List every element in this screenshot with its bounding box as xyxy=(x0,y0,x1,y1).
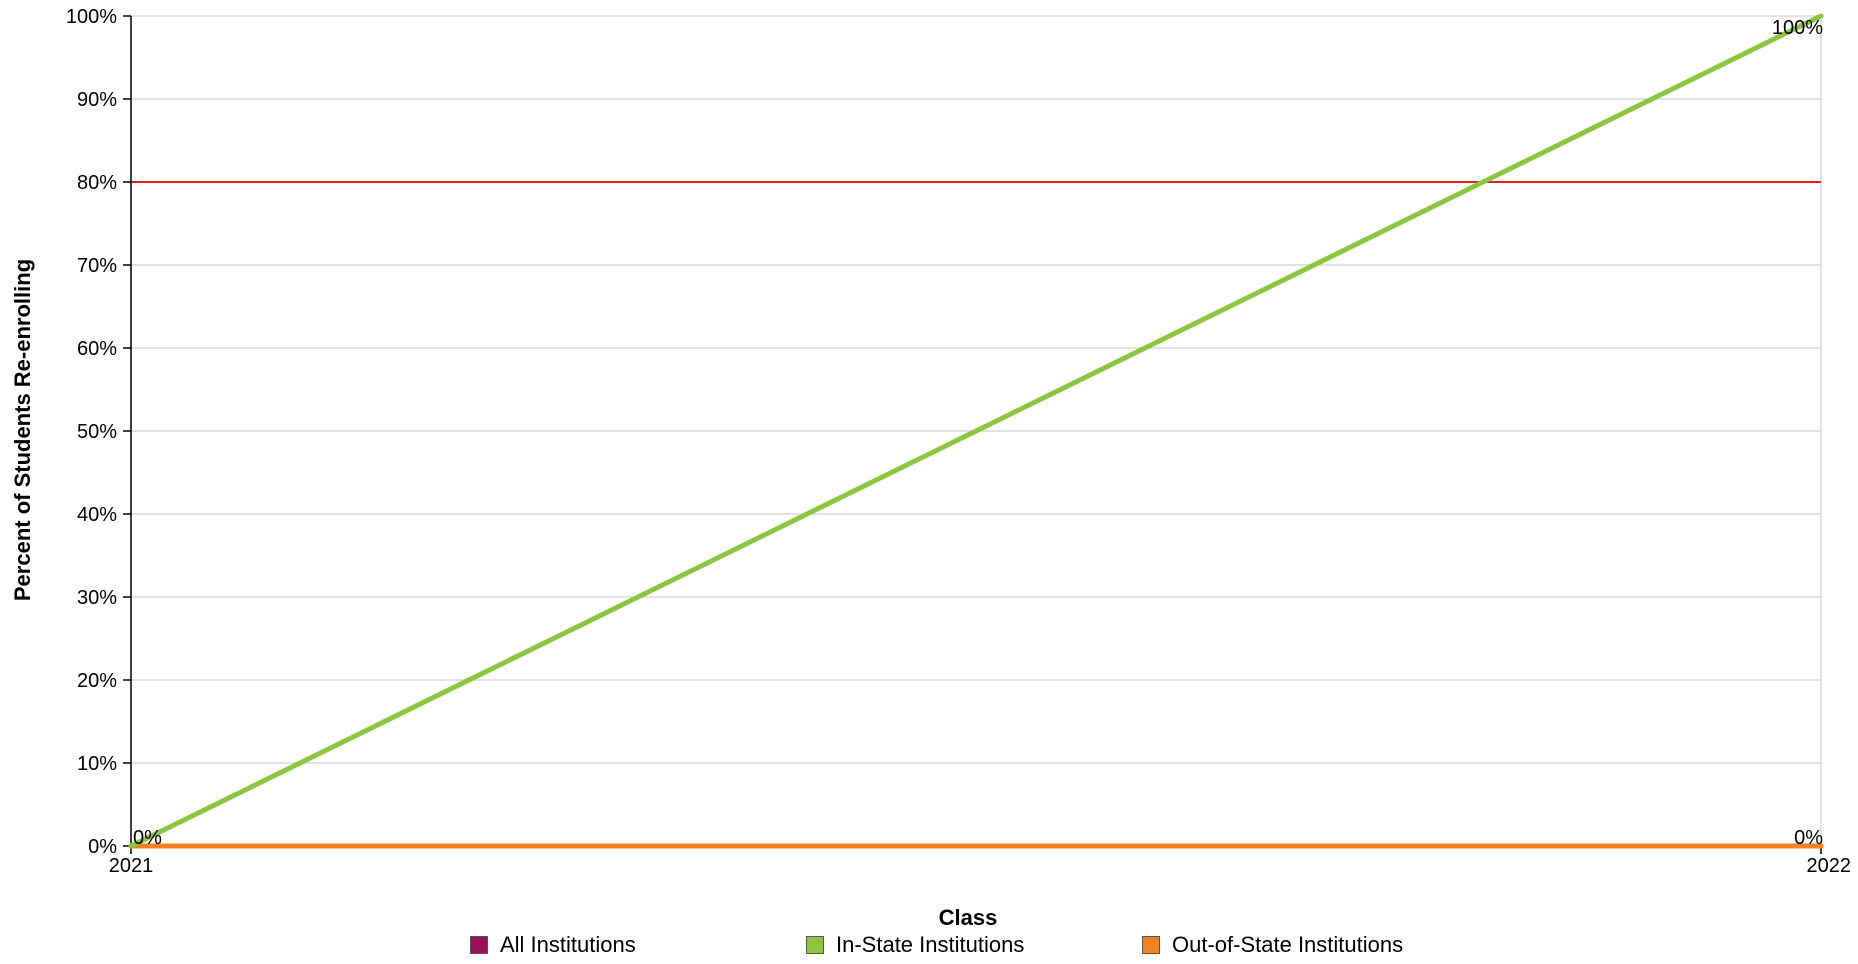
y-tick-label: 90% xyxy=(77,89,117,111)
y-axis-title: Percent of Students Re-enrolling xyxy=(10,259,35,601)
legend-swatch-all-institutions xyxy=(470,936,488,954)
y-tick-label: 0% xyxy=(88,836,117,858)
legend: All Institutions In-State Institutions O… xyxy=(0,932,1858,962)
y-tick-label: 30% xyxy=(77,587,117,609)
legend-label: In-State Institutions xyxy=(836,932,1025,957)
y-tick-label: 70% xyxy=(77,255,117,277)
data-label: 0% xyxy=(133,827,162,849)
series-line-in-state-institutions[interactable] xyxy=(128,13,1824,849)
y-tick-label: 50% xyxy=(77,421,117,443)
legend-label: Out-of-State Institutions xyxy=(1172,932,1404,957)
legend-item-out-of-state-institutions[interactable]: Out-of-State Institutions xyxy=(1142,932,1403,958)
y-tick-label: 40% xyxy=(77,504,117,526)
y-tick-label: 100% xyxy=(66,6,117,28)
legend-item-in-state-institutions[interactable]: In-State Institutions xyxy=(806,932,1024,958)
legend-swatch-out-of-state-institutions xyxy=(1142,936,1160,954)
x-tick-label: 2022 xyxy=(1807,855,1852,877)
y-tick-label: 60% xyxy=(77,338,117,360)
data-labels: 0% 100% 0% xyxy=(133,17,1823,849)
x-axis-title: Class xyxy=(939,905,998,930)
data-label: 0% xyxy=(1794,827,1823,849)
legend-item-all-institutions[interactable]: All Institutions xyxy=(470,932,636,958)
legend-swatch-in-state-institutions xyxy=(806,936,824,954)
series-lines xyxy=(128,13,1824,849)
y-tick-label: 10% xyxy=(77,753,117,775)
legend-label: All Institutions xyxy=(500,932,636,957)
data-label: 100% xyxy=(1772,17,1823,39)
y-tick-label: 80% xyxy=(77,172,117,194)
x-tick-label: 2021 xyxy=(109,855,154,877)
y-tick-label: 20% xyxy=(77,670,117,692)
